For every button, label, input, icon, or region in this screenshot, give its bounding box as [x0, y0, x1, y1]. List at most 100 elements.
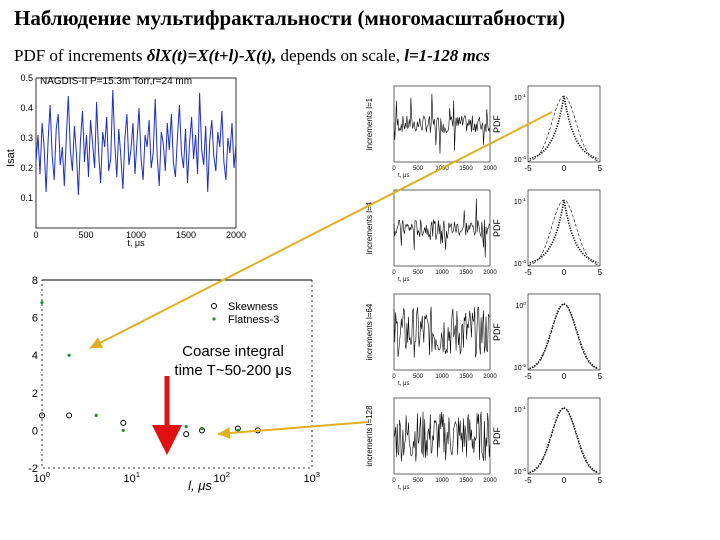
- pdf-xtick-label: -5: [524, 476, 532, 485]
- increments-xtick-label: 1000: [435, 270, 449, 276]
- pdf-xtick-label: -5: [524, 372, 532, 381]
- timeseries-xtick-label: 2000: [226, 230, 246, 240]
- timeseries-ytick-label: 0.2: [20, 163, 33, 173]
- increments-xtick-label: 1000: [435, 374, 449, 380]
- annotation-line1: Coarse integral: [182, 343, 284, 360]
- moments-xlabel: l, μs: [188, 478, 212, 493]
- pdf-ytick-label: 10-4: [514, 467, 526, 476]
- moments-ytick-label: -2: [28, 463, 38, 475]
- timeseries-xtick-label: 1500: [176, 230, 196, 240]
- increments-xtick-label: 0: [392, 478, 396, 484]
- pdf-xtick-label: 0: [562, 372, 567, 381]
- moments-ytick-label: 4: [32, 350, 38, 362]
- increments-xlabel: t, μs: [398, 381, 409, 387]
- moments-legend: Skewness Flatness-3: [211, 301, 279, 326]
- timeseries-xtick-label: 500: [78, 230, 93, 240]
- flatness-point: [94, 413, 98, 417]
- skewness-point: [183, 431, 190, 438]
- increments-ylabel: increments l=4: [365, 201, 374, 254]
- annotation-callout: Coarse integral time T~50-200 μs: [158, 342, 308, 380]
- increments-xtick-label: 500: [413, 478, 424, 484]
- pdf-data-points: [529, 303, 599, 370]
- timeseries-series-line: [35, 89, 237, 196]
- flatness-point: [67, 353, 71, 357]
- flatness-point: [184, 425, 188, 429]
- increments-trace: [393, 198, 491, 258]
- pdf-xtick-label: -5: [524, 268, 532, 277]
- increments-xtick-label: 2000: [483, 478, 497, 484]
- arrow-l128: [217, 421, 369, 440]
- moments-xtick-label: 101: [123, 470, 140, 485]
- timeseries-chart: NAGDIS-II P=15.3m Torr,r=24 mm Isat t, μ…: [5, 73, 246, 248]
- pdf-ytick-label: 10-1: [514, 405, 526, 414]
- pdf-ylabel: PDF: [492, 114, 502, 133]
- timeseries-title: NAGDIS-II P=15.3m Torr,r=24 mm: [40, 76, 192, 87]
- flatness-point: [200, 426, 204, 431]
- increments-xtick-label: 1500: [459, 374, 473, 380]
- timeseries-frame: [35, 77, 237, 229]
- increments-xtick-label: 500: [413, 374, 424, 380]
- legend-flatness-marker: [212, 317, 216, 321]
- pdf-xtick-label: 0: [562, 476, 567, 485]
- annotation-line2: time T~50-200 μs: [174, 362, 292, 379]
- pdf-data-points: [529, 95, 599, 160]
- flatness-point: [121, 428, 125, 432]
- increments-xlabel: t, μs: [398, 485, 409, 491]
- increments-xlabel: t, μs: [398, 173, 409, 179]
- increments-ylabel: increments l=128: [365, 405, 374, 467]
- increments-panel: increments l=64 0 500 1000 1500 2000 t, μs: [365, 293, 497, 387]
- moments-ytick-label: 6: [32, 313, 38, 325]
- pdf-panel: PDF 10-1 10-4-5 0 5: [492, 397, 603, 485]
- subtitle-range: l=1-128 mcs: [404, 46, 490, 65]
- increments-frame: [393, 293, 491, 371]
- pdf-panel: PDF 100 10-5-5 0 5: [492, 293, 603, 381]
- pdf-ytick-label: 10-4: [514, 259, 526, 268]
- moments-xtick-label: 100: [33, 470, 50, 485]
- timeseries-xtick-label: 0: [33, 230, 38, 240]
- flatness-point: [236, 428, 240, 432]
- increments-ylabel: increments l=64: [365, 303, 374, 360]
- page-title: Наблюдение мультифрактальности (многомас…: [14, 6, 566, 30]
- arrow-l1: [89, 111, 553, 349]
- pdf-ylabel: PDF: [492, 218, 502, 237]
- pdf-ytick-label: 10-4: [514, 155, 526, 164]
- pdf-ytick-label: 10-1: [514, 197, 526, 206]
- increments-xtick-label: 1000: [435, 478, 449, 484]
- moments-xtick-label: 102: [213, 470, 230, 485]
- pdf-ylabel: PDF: [492, 426, 502, 445]
- increments-trace: [393, 411, 491, 462]
- pdf-frame: [527, 189, 601, 267]
- pdf-data-points: [529, 407, 599, 474]
- increments-xtick-label: 0: [392, 166, 396, 172]
- flatness-point: [40, 300, 44, 305]
- increments-panel: increments l=128 0 500 1000 1500 2000 t, μs: [365, 397, 497, 491]
- pdf-xtick-label: 0: [562, 268, 567, 277]
- skewness-point: [66, 412, 73, 419]
- increments-xtick-label: 2000: [483, 166, 497, 172]
- pdf-frame: [527, 397, 601, 475]
- moments-chart: l, μs -2 0 2 4 6 8 100 101 102 103 Skewness Flatn…: [28, 275, 320, 493]
- increments-ylabel: increments l=1: [365, 97, 374, 150]
- increments-xtick-label: 1500: [459, 478, 473, 484]
- pdf-xtick-label: 5: [598, 268, 603, 277]
- pdf-panel: PDF 10-1 10-4-5 0 5: [492, 189, 603, 277]
- moments-ytick-label: 8: [32, 275, 38, 287]
- subtitle-formula: δlX(t)=X(t+l)-X(t),: [146, 46, 277, 65]
- subtitle-mid: depends on scale,: [276, 46, 405, 65]
- increments-xlabel: t, μs: [398, 277, 409, 283]
- moments-xtick-label: 103: [303, 470, 320, 485]
- pdf-xtick-label: -5: [524, 164, 532, 173]
- increments-panel: increments l=4 0 500 1000 1500 2000 t, μs: [365, 189, 497, 283]
- timeseries-ytick-label: 0.5: [20, 73, 33, 83]
- pdf-xtick-label: 5: [598, 372, 603, 381]
- increments-trace: [393, 93, 491, 154]
- timeseries-xlabel: t, μs: [127, 238, 145, 248]
- timeseries-ytick-label: 0.3: [20, 133, 33, 143]
- timeseries-ytick-label: 0.4: [20, 103, 33, 113]
- pdf-ytick-label: 10-1: [514, 93, 526, 102]
- timeseries-ytick-label: 0.1: [20, 193, 33, 203]
- pdf-ytick-label: 100: [515, 301, 526, 310]
- pdf-data-points: [529, 199, 599, 264]
- pdf-xtick-label: 5: [598, 476, 603, 485]
